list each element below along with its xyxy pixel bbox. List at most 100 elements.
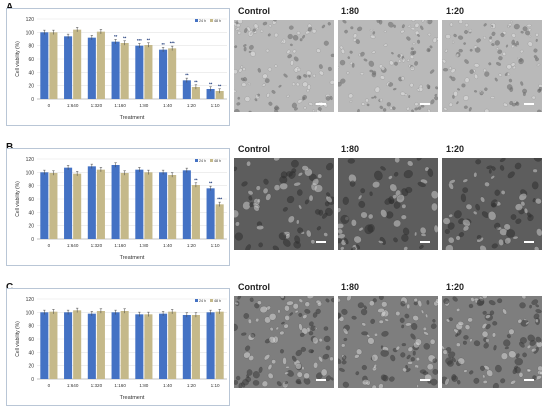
cell xyxy=(431,202,438,212)
bar-48h xyxy=(215,311,224,379)
x-axis-label: Treatment xyxy=(120,395,145,401)
cell xyxy=(432,37,437,43)
cell xyxy=(320,368,328,377)
cell xyxy=(400,29,405,34)
cell xyxy=(299,332,305,337)
cell xyxy=(241,82,247,87)
cell xyxy=(278,84,282,88)
cell xyxy=(360,188,366,194)
cell xyxy=(389,183,398,192)
cell xyxy=(490,22,496,29)
cell xyxy=(274,108,279,112)
cell xyxy=(520,49,524,54)
cell xyxy=(494,77,498,82)
cell xyxy=(400,300,406,307)
cell xyxy=(481,296,488,299)
cell xyxy=(258,242,263,248)
cell xyxy=(380,66,386,71)
cell xyxy=(378,383,384,388)
cell xyxy=(256,225,264,230)
y-tick-label: 120 xyxy=(26,17,35,23)
y-tick-label: 0 xyxy=(31,237,34,243)
cell xyxy=(392,106,396,110)
bar-24h xyxy=(182,170,191,239)
cell xyxy=(413,298,418,302)
micrograph-b-control xyxy=(234,158,334,250)
cell xyxy=(409,83,414,88)
cell xyxy=(406,36,411,41)
cell xyxy=(350,26,354,30)
cell xyxy=(395,311,401,316)
x-tick-label: 1:320 xyxy=(91,103,103,108)
cell xyxy=(380,166,386,171)
bar-24h xyxy=(40,172,49,239)
x-tick-label: 1:160 xyxy=(114,103,126,108)
x-tick-label: 0 xyxy=(48,103,51,108)
cell xyxy=(520,81,524,86)
cell xyxy=(235,221,240,227)
cell xyxy=(427,168,434,177)
cell xyxy=(253,204,260,212)
cell xyxy=(338,312,342,319)
cell xyxy=(518,193,527,201)
cell xyxy=(432,319,436,323)
cell xyxy=(393,24,396,28)
cell xyxy=(512,236,519,240)
cell xyxy=(244,345,251,352)
cell xyxy=(535,336,542,343)
cell xyxy=(278,232,287,241)
cell xyxy=(414,22,420,28)
cell xyxy=(257,68,261,73)
cell xyxy=(469,338,473,343)
cell xyxy=(532,168,538,173)
panel-letter-b: B xyxy=(6,142,13,153)
cell xyxy=(490,175,495,180)
cell xyxy=(463,42,466,45)
cell xyxy=(246,26,251,32)
cell xyxy=(483,23,487,27)
cell xyxy=(360,51,365,57)
cell xyxy=(502,51,507,56)
cell xyxy=(447,222,455,230)
cell xyxy=(531,299,539,305)
cell xyxy=(379,75,385,80)
significance-marker: *** xyxy=(217,197,222,202)
cell xyxy=(500,190,506,195)
cell xyxy=(458,48,463,53)
cell xyxy=(271,90,276,94)
cell xyxy=(241,382,246,388)
cell xyxy=(435,298,438,304)
cell xyxy=(414,364,419,368)
cell xyxy=(372,181,380,189)
cell xyxy=(491,202,497,208)
cell xyxy=(423,327,427,331)
cell xyxy=(286,49,291,54)
cell xyxy=(426,300,430,305)
cell xyxy=(267,33,271,37)
cell xyxy=(268,336,276,344)
cell xyxy=(241,332,247,336)
cell xyxy=(371,96,375,99)
legend-label-48h: 48 h xyxy=(214,299,221,303)
cell xyxy=(381,331,389,337)
x-tick-label: 1:20 xyxy=(187,383,196,388)
bar-48h xyxy=(73,173,82,239)
cell xyxy=(256,198,261,204)
cell xyxy=(468,29,472,33)
cell xyxy=(371,354,379,362)
cell xyxy=(444,228,450,235)
cell xyxy=(355,39,360,45)
cell xyxy=(378,319,384,324)
cell xyxy=(234,69,238,75)
cell xyxy=(368,213,374,220)
cell xyxy=(286,370,294,377)
cell xyxy=(289,43,293,47)
cell xyxy=(392,194,397,199)
cell xyxy=(308,321,314,327)
x-tick-label: 0 xyxy=(48,383,51,388)
cell xyxy=(480,196,485,203)
cell xyxy=(515,218,522,224)
cell xyxy=(456,329,462,336)
cell xyxy=(430,378,438,386)
x-tick-label: 1:320 xyxy=(91,383,103,388)
